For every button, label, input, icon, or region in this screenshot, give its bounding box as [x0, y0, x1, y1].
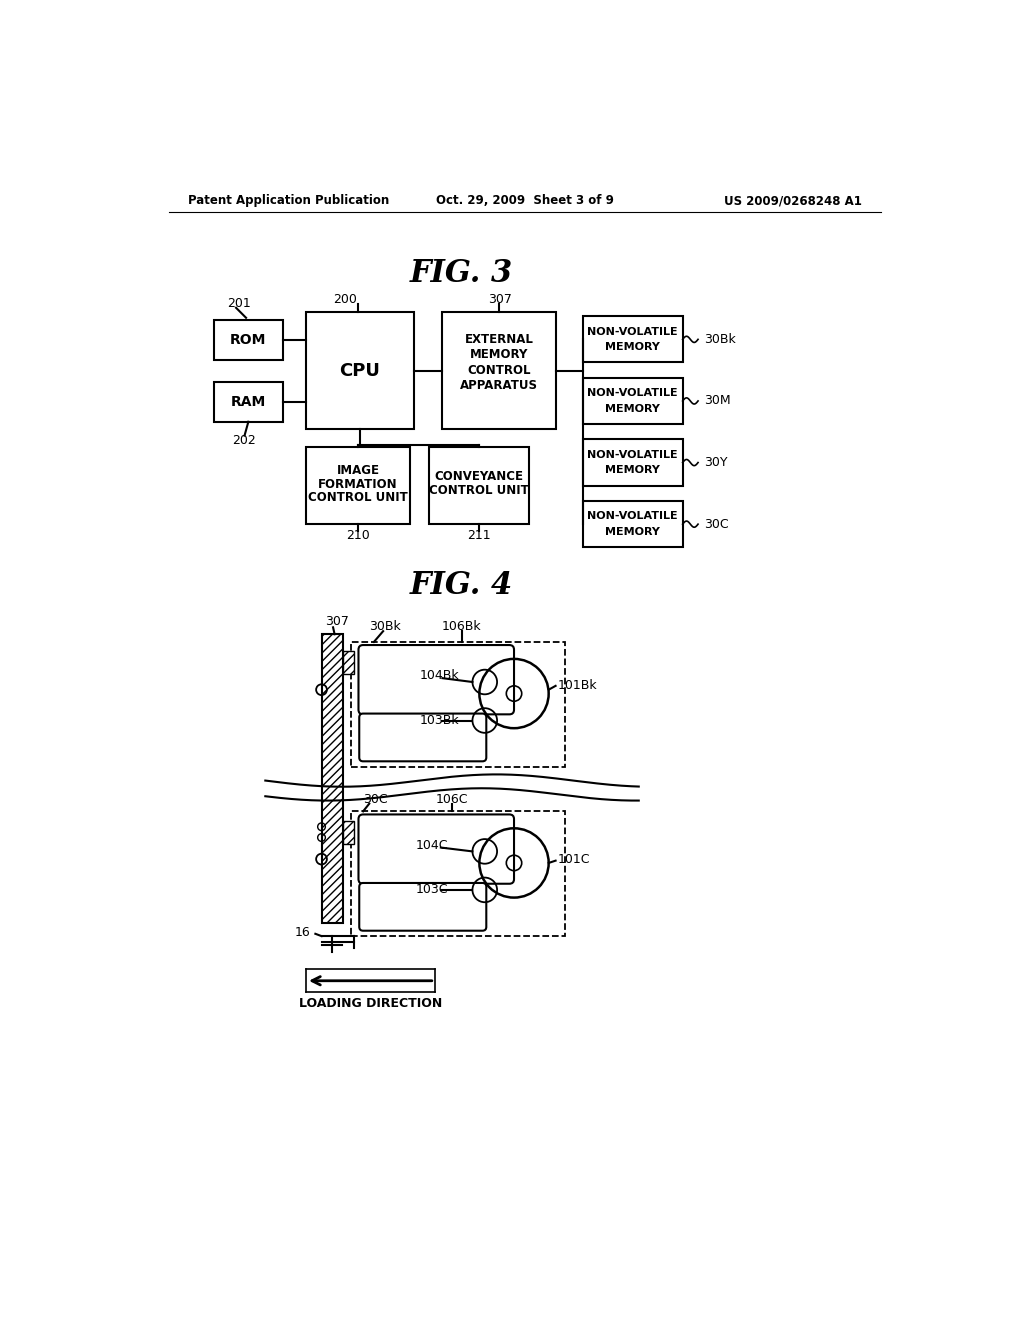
Text: CPU: CPU	[340, 362, 381, 380]
Text: CONTROL UNIT: CONTROL UNIT	[429, 483, 529, 496]
Bar	[583, 502, 683, 548]
Text: 211: 211	[468, 529, 492, 543]
Text: 16: 16	[294, 925, 310, 939]
Text: MEMORY: MEMORY	[605, 404, 660, 413]
Text: MEMORY: MEMORY	[605, 465, 660, 475]
FancyBboxPatch shape	[359, 714, 486, 762]
Text: 104C: 104C	[416, 838, 447, 851]
Bar	[306, 313, 414, 429]
Text: 30C: 30C	[705, 517, 729, 531]
Text: MEMORY: MEMORY	[470, 348, 528, 362]
Text: US 2009/0268248 A1: US 2009/0268248 A1	[724, 194, 862, 207]
Bar	[583, 317, 683, 363]
Bar	[351, 642, 565, 767]
Text: EXTERNAL: EXTERNAL	[465, 333, 534, 346]
FancyBboxPatch shape	[358, 645, 514, 714]
FancyBboxPatch shape	[359, 883, 486, 931]
FancyBboxPatch shape	[358, 814, 514, 884]
Text: MEMORY: MEMORY	[605, 342, 660, 352]
Text: 30C: 30C	[364, 792, 388, 805]
Bar	[429, 447, 529, 524]
Text: LOADING DIRECTION: LOADING DIRECTION	[299, 998, 442, 1010]
Bar	[214, 321, 283, 360]
Text: Oct. 29, 2009  Sheet 3 of 9: Oct. 29, 2009 Sheet 3 of 9	[436, 194, 613, 207]
Text: 101C: 101C	[558, 853, 591, 866]
Text: 201: 201	[226, 297, 251, 310]
Text: CONTROL: CONTROL	[468, 363, 531, 376]
Text: FORMATION: FORMATION	[318, 478, 398, 491]
Text: CONVEYANCE: CONVEYANCE	[435, 470, 524, 483]
Text: NON-VOLATILE: NON-VOLATILE	[588, 388, 678, 399]
Text: 200: 200	[333, 293, 356, 306]
Text: 30Y: 30Y	[705, 455, 728, 469]
Bar	[322, 635, 343, 923]
Text: CONTROL UNIT: CONTROL UNIT	[308, 491, 408, 504]
Bar	[351, 812, 565, 936]
Text: 210: 210	[346, 529, 370, 543]
Text: NON-VOLATILE: NON-VOLATILE	[588, 326, 678, 337]
Text: 106Bk: 106Bk	[441, 620, 481, 634]
Text: FIG. 3: FIG. 3	[410, 259, 513, 289]
Bar	[306, 447, 410, 524]
Text: 103C: 103C	[416, 883, 447, 896]
Text: APPARATUS: APPARATUS	[461, 379, 539, 392]
Bar	[583, 440, 683, 486]
Text: 307: 307	[326, 615, 349, 628]
Text: 106C: 106C	[436, 792, 469, 805]
Bar	[214, 381, 283, 422]
Bar	[343, 651, 354, 675]
Bar	[583, 378, 683, 424]
Text: FIG. 4: FIG. 4	[410, 570, 513, 601]
Text: 101Bk: 101Bk	[558, 680, 598, 693]
Text: Patent Application Publication: Patent Application Publication	[188, 194, 389, 207]
Text: NON-VOLATILE: NON-VOLATILE	[588, 450, 678, 459]
Text: 30M: 30M	[705, 395, 731, 408]
Bar	[442, 313, 556, 429]
Text: ROM: ROM	[230, 333, 266, 347]
Text: 30Bk: 30Bk	[369, 620, 400, 634]
Text: 307: 307	[488, 293, 512, 306]
Bar	[343, 821, 354, 843]
Text: 202: 202	[232, 434, 256, 446]
Text: 30Bk: 30Bk	[705, 333, 736, 346]
Text: NON-VOLATILE: NON-VOLATILE	[588, 511, 678, 521]
Text: MEMORY: MEMORY	[605, 527, 660, 537]
Text: RAM: RAM	[230, 395, 266, 409]
Text: 103Bk: 103Bk	[419, 714, 459, 727]
Text: IMAGE: IMAGE	[337, 463, 380, 477]
Text: 104Bk: 104Bk	[419, 669, 459, 682]
